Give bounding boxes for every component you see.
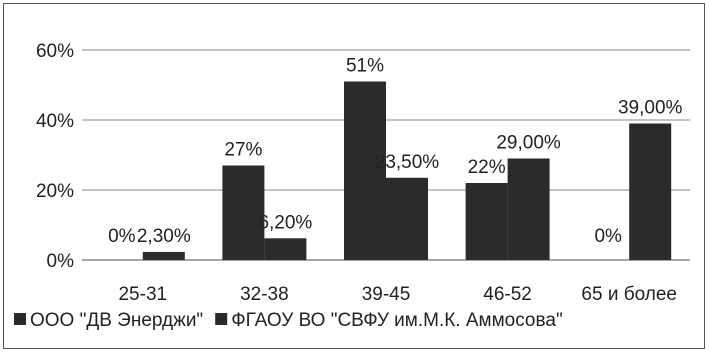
data-label-1-5: 0% [594, 226, 622, 247]
bar-1-3 [344, 81, 386, 260]
y-tick-label: 40% [36, 111, 74, 132]
y-tick-label: 60% [36, 41, 74, 62]
data-label-1-2: 27% [224, 140, 262, 161]
legend-label-2: ФГАОУ ВО "СВФУ им.М.К. Аммосова" [231, 310, 563, 331]
legend: ООО "ДВ Энерджи" ФГАОУ ВО "СВФУ им.М.К. А… [14, 310, 563, 331]
data-label-1-4: 22% [468, 157, 506, 178]
data-label-2-2: 6,20% [258, 212, 312, 233]
data-label-2-1: 2,30% [137, 226, 191, 247]
legend-swatch-1 [14, 313, 26, 325]
data-label-2-5: 39,00% [618, 98, 683, 119]
x-tick-label: 25-31 [118, 284, 167, 305]
x-tick-label: 65 и более [581, 284, 677, 305]
x-tick-label: 46-52 [483, 284, 532, 305]
y-axis-ticks: 0% 20% 40% 60% [36, 41, 74, 272]
bars [142, 81, 672, 260]
bar-2-5 [629, 123, 672, 260]
data-label-1-3: 51% [346, 56, 384, 77]
bar-2-2 [264, 238, 307, 260]
legend-label-1: ООО "ДВ Энерджи" [30, 310, 203, 331]
bar-2-4 [507, 158, 550, 260]
x-tick-label: 39-45 [362, 284, 411, 305]
bar-2-3 [386, 177, 428, 260]
data-label-2-4: 29,00% [496, 133, 561, 154]
y-tick-label: 0% [47, 251, 75, 272]
data-label-1-1: 0% [108, 226, 136, 247]
bar-1-4 [465, 183, 508, 260]
legend-swatch-2 [215, 313, 228, 325]
data-label-2-3: 23,50% [375, 152, 440, 173]
data-labels: 0% 2,30%27%6,20%51%23,50% 22%29,00%0%39,00… [108, 56, 682, 248]
bar-1-2 [222, 165, 265, 260]
x-axis-ticks: 25-31 32-38 39-45 46-52 65 и более [118, 284, 676, 305]
y-tick-label: 20% [36, 181, 74, 202]
x-tick-label: 32-38 [240, 284, 289, 305]
bar-2-1 [142, 251, 185, 260]
